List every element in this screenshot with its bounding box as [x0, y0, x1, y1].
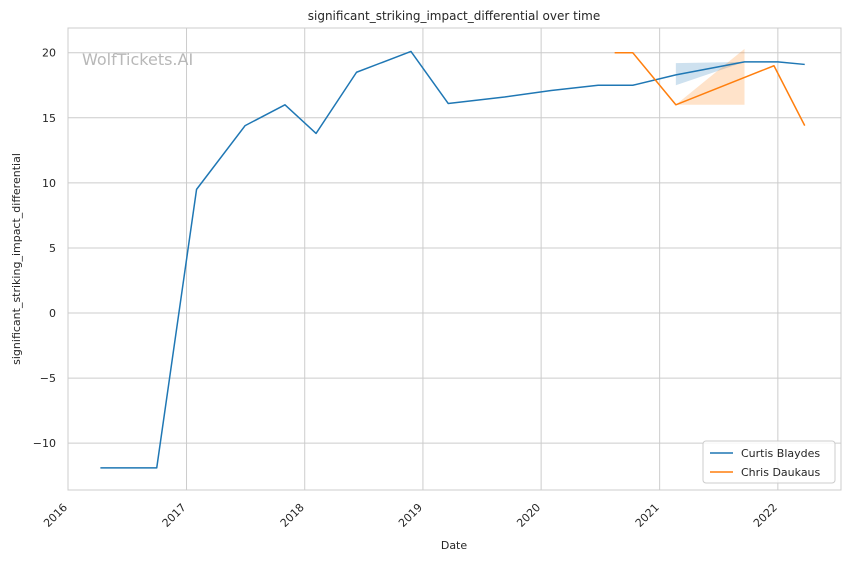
y-tick-label: 10 [42, 177, 56, 190]
x-tick-label: 2018 [278, 501, 307, 530]
legend: Curtis Blaydes Chris Daukaus [702, 440, 836, 484]
watermark-text: WolfTickets.AI [82, 50, 193, 69]
y-tick-label: −5 [40, 372, 56, 385]
x-tick-label: 2017 [160, 501, 189, 530]
x-tick-label: 2022 [751, 501, 780, 530]
confidence-band-chris-daukaus [675, 48, 745, 105]
y-axis-title: significant_striking_impact_differential [10, 153, 23, 365]
confidence-bands [675, 48, 745, 105]
x-tick-label: 2019 [396, 501, 425, 530]
y-tick-label: 5 [49, 242, 56, 255]
legend-label-curtis-blaydes: Curtis Blaydes [741, 447, 820, 460]
y-tick-label: 20 [42, 47, 56, 60]
chart-title: significant_striking_impact_differential… [308, 9, 600, 23]
x-tick-label: 2021 [633, 501, 662, 530]
y-tick-label: 0 [49, 307, 56, 320]
y-tick-label: −10 [33, 437, 56, 450]
plot-area [67, 27, 842, 491]
series-line-curtis-blaydes [100, 50, 805, 469]
series-lines [100, 50, 806, 469]
legend-box [702, 440, 836, 484]
confidence-band-curtis-blaydes [675, 61, 745, 86]
x-axis-title: Date [441, 539, 468, 552]
x-tick-label: 2016 [41, 501, 70, 530]
series-line-chris-daukaus [614, 51, 806, 126]
x-tick-label: 2020 [514, 501, 543, 530]
legend-label-chris-daukaus: Chris Daukaus [741, 466, 821, 479]
y-tick-label: 15 [42, 112, 56, 125]
